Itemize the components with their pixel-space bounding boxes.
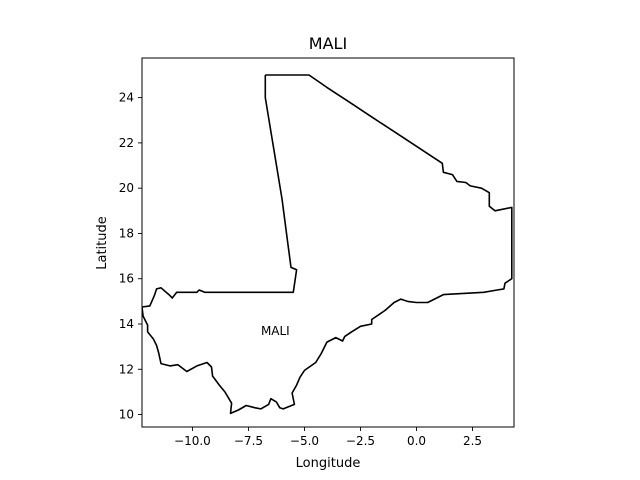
x-tick-label: −10.0 xyxy=(174,434,211,448)
y-tick-label: 22 xyxy=(119,136,134,150)
x-axis-label: Longitude xyxy=(296,456,361,471)
y-tick-label: 10 xyxy=(119,408,134,422)
y-tick-label: 24 xyxy=(119,91,134,105)
y-tick-label: 20 xyxy=(119,181,134,195)
x-tick-label: 0.0 xyxy=(407,434,426,448)
x-axis-ticks: −10.0 −7.5 −5.0 −2.5 0.0 2.5 xyxy=(174,427,482,448)
annotation-layer: MALI xyxy=(261,324,290,338)
chart-title: MALI xyxy=(309,34,347,53)
country-boundary-layer xyxy=(142,74,513,415)
y-tick-label: 18 xyxy=(119,226,134,240)
y-tick-label: 14 xyxy=(119,317,134,331)
y-axis-label: Latitude xyxy=(95,216,110,270)
mali-boundary-line xyxy=(142,74,513,415)
y-tick-label: 12 xyxy=(119,362,134,376)
axes-frame xyxy=(141,57,515,428)
x-tick-label: −5.0 xyxy=(290,434,319,448)
x-tick-label: −7.5 xyxy=(234,434,263,448)
x-tick-label: −2.5 xyxy=(346,434,375,448)
country-label: MALI xyxy=(261,324,290,338)
y-tick-label: 16 xyxy=(119,272,134,286)
y-axis-ticks: 10 12 14 16 18 20 22 24 xyxy=(119,91,142,422)
x-tick-label: 2.5 xyxy=(463,434,482,448)
